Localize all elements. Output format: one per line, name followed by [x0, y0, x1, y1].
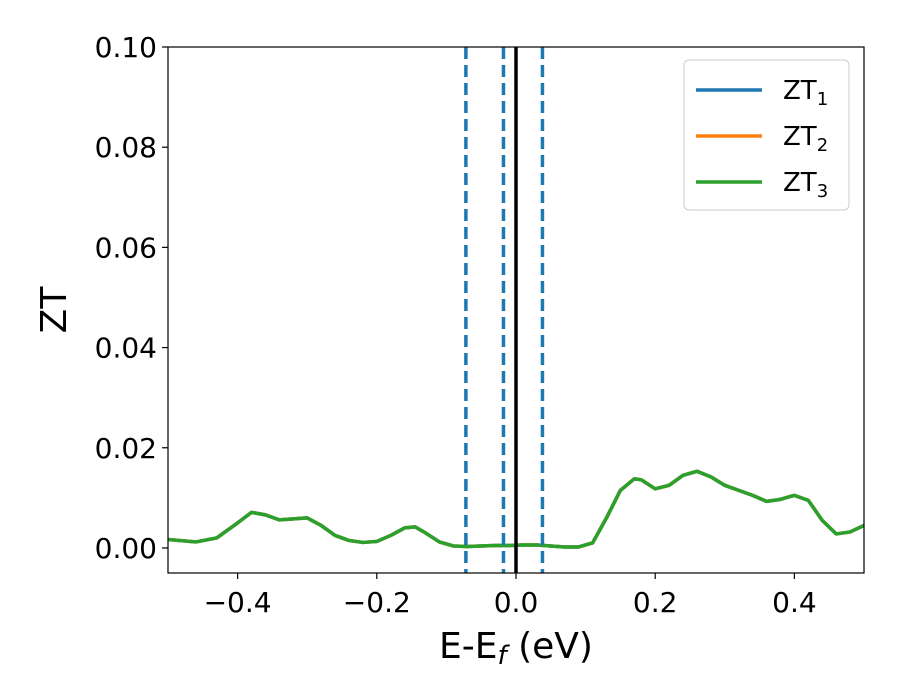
y-tick-label: 0.10	[95, 31, 157, 64]
x-axis-title-unit: (eV)	[507, 626, 593, 667]
vertical-lines-layer	[464, 47, 545, 573]
x-axis-title: E-Ef (eV)	[439, 626, 593, 671]
y-tick-label: 0.04	[95, 332, 157, 365]
x-axis-title-main: E-E	[439, 626, 497, 667]
x-tick-label: 0.4	[772, 586, 817, 619]
x-tick-label: 0.2	[633, 586, 678, 619]
x-axis-ticks: −0.4 −0.2 0.0 0.2 0.4	[204, 573, 817, 619]
legend-box	[683, 59, 850, 211]
legend-label-1: ZT1	[783, 76, 828, 110]
x-tick-label: 0.0	[494, 586, 539, 619]
y-tick-label: 0.08	[95, 131, 157, 164]
legend: ZT1 ZT2 ZT3	[683, 59, 850, 211]
x-tick-label: −0.2	[343, 586, 411, 619]
x-tick-label: −0.4	[204, 586, 272, 619]
y-axis-title: ZT	[34, 286, 75, 334]
series-layer	[168, 469, 864, 549]
legend-label-3: ZT3	[783, 168, 828, 202]
y-axis-ticks: 0.00 0.02 0.04 0.06 0.08 0.10	[95, 31, 168, 565]
y-tick-label: 0.06	[95, 231, 157, 264]
series-line-3	[168, 469, 864, 549]
legend-label-2: ZT2	[783, 122, 828, 156]
y-tick-label: 0.00	[95, 532, 157, 565]
y-tick-label: 0.02	[95, 432, 157, 465]
